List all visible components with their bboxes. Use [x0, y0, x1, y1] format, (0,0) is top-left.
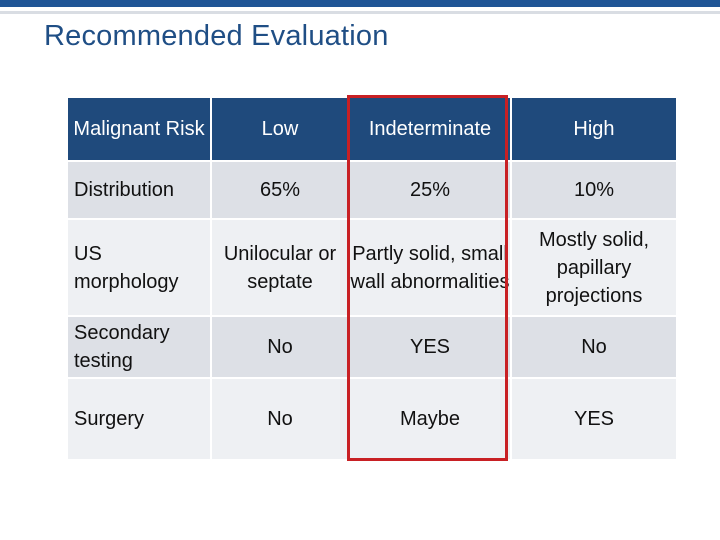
table-row-secondary-testing: Secondary testing No YES No	[68, 317, 676, 377]
cell-surgery-high: YES	[512, 379, 676, 459]
header-malignant-risk: Malignant Risk	[68, 98, 210, 160]
cell-distribution-low: 65%	[212, 162, 348, 218]
top-accent-bar	[0, 0, 720, 7]
table-row-distribution: Distribution 65% 25% 10%	[68, 162, 676, 218]
cell-surgery-low: No	[212, 379, 348, 459]
header-indeterminate: Indeterminate	[350, 98, 510, 160]
slide-title: Recommended Evaluation	[44, 20, 389, 52]
table-header-row: Malignant Risk Low Indeterminate High	[68, 98, 676, 160]
cell-morphology-high: Mostly solid, papillary projections	[512, 220, 676, 315]
cell-surgery-indeterminate: Maybe	[350, 379, 510, 459]
row-label-distribution: Distribution	[68, 162, 210, 218]
cell-morphology-indeterminate: Partly solid, small wall abnormalities	[350, 220, 510, 315]
header-low: Low	[212, 98, 348, 160]
cell-distribution-high: 10%	[512, 162, 676, 218]
top-accent-rule	[0, 11, 720, 14]
header-high: High	[512, 98, 676, 160]
cell-testing-low: No	[212, 317, 348, 377]
cell-testing-high: No	[512, 317, 676, 377]
row-label-surgery: Surgery	[68, 379, 210, 459]
table-row-surgery: Surgery No Maybe YES	[68, 379, 676, 459]
row-label-us-morphology: US morphology	[68, 220, 210, 315]
cell-morphology-low: Unilocular or septate	[212, 220, 348, 315]
table-row-us-morphology: US morphology Unilocular or septate Part…	[68, 220, 676, 315]
evaluation-table: Malignant Risk Low Indeterminate High Di…	[66, 96, 678, 461]
cell-testing-indeterminate: YES	[350, 317, 510, 377]
cell-distribution-indeterminate: 25%	[350, 162, 510, 218]
row-label-secondary-testing: Secondary testing	[68, 317, 210, 377]
